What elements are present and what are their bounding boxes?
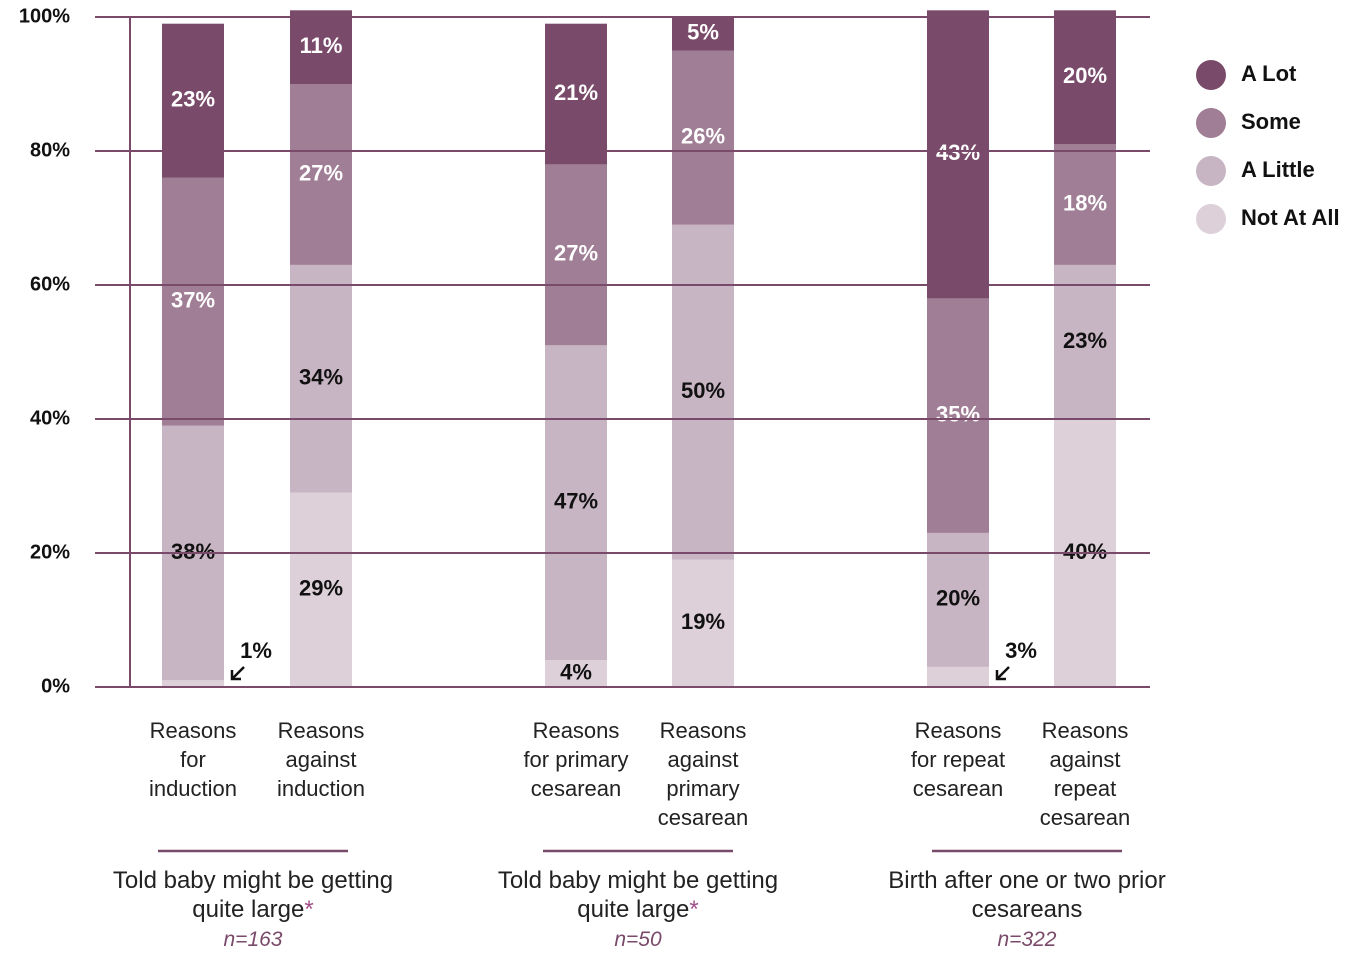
data-label: 29% (299, 576, 343, 601)
data-label: 18% (1063, 190, 1107, 215)
data-label: 23% (171, 87, 215, 112)
y-tick-label: 80% (30, 139, 70, 161)
group-note: * (689, 896, 699, 923)
data-label: 3% (1005, 638, 1037, 663)
legend-swatch (1196, 156, 1226, 186)
data-label: 40% (1063, 539, 1107, 564)
data-label: 26% (681, 123, 725, 148)
y-tick-label: 40% (30, 407, 70, 429)
label-arrow (231, 666, 245, 680)
y-tick-label: 20% (30, 541, 70, 563)
legend-label: A Little (1241, 157, 1315, 182)
bar-segment (545, 345, 607, 661)
group-label-text: Told baby might be getting quite large (497, 867, 779, 923)
x-tick-label: Reasons against repeat cesarean (1039, 718, 1131, 830)
x-tick-label: Reasons for primary cesarean (523, 718, 629, 801)
data-label: 38% (171, 539, 215, 564)
legend-label: Some (1241, 109, 1301, 134)
data-label: 4% (560, 659, 592, 684)
data-label: 21% (554, 80, 598, 105)
group-label: Birth after one or two prior cesareans (877, 866, 1177, 924)
y-tick-label: 0% (41, 675, 70, 697)
bar-segment (545, 164, 607, 346)
data-label: 27% (299, 160, 343, 185)
bar-segment (672, 50, 734, 225)
bar-segment (927, 298, 989, 533)
data-label: 19% (681, 609, 725, 634)
x-tick-label: Reasons against induction (276, 718, 366, 801)
legend-label: A Lot (1241, 61, 1297, 86)
bar-segment (672, 559, 734, 687)
bar-segment (545, 23, 607, 165)
x-tick-label: Reasons for repeat cesarean (910, 718, 1006, 801)
bar-segment (1054, 264, 1116, 419)
data-label: 23% (1063, 328, 1107, 353)
bar-segment (290, 10, 352, 84)
bar-segment (545, 660, 607, 687)
data-label: 35% (936, 401, 980, 426)
x-tick-label: Reasons against primary cesarean (657, 718, 749, 830)
data-label: 43% (936, 140, 980, 165)
data-label: 47% (554, 489, 598, 514)
bar-segment (927, 666, 989, 687)
data-label: 37% (171, 288, 215, 313)
y-tick-label: 100% (19, 5, 70, 27)
group-label-text: Birth after one or two prior cesareans (888, 867, 1166, 923)
label-arrowhead (995, 670, 1006, 681)
legend-label: Not At All (1241, 205, 1340, 230)
group-label: Told baby might be getting quite large* (103, 866, 403, 924)
legend-swatch (1196, 60, 1226, 90)
data-label: 20% (1063, 63, 1107, 88)
x-tick-label: Reasons for induction (148, 718, 238, 801)
data-label: 11% (300, 33, 343, 58)
bar-segment (1054, 10, 1116, 145)
data-label: 27% (554, 241, 598, 266)
bar-segment (290, 264, 352, 493)
bar-segment (290, 492, 352, 687)
group-n: n=163 (223, 928, 283, 951)
bar-segment (290, 84, 352, 265)
data-label: 1% (240, 638, 272, 663)
bar-segment (672, 224, 734, 560)
bar-segment (162, 680, 224, 687)
legend-swatch (1196, 204, 1226, 234)
group-n: n=322 (997, 928, 1057, 951)
bar-segment (162, 23, 224, 178)
data-label: 5% (687, 20, 719, 45)
data-label: 20% (936, 586, 980, 611)
bar-segment (672, 17, 734, 51)
bar-segment (162, 177, 224, 426)
bar-segment (1054, 144, 1116, 265)
label-arrowhead (230, 670, 241, 681)
label-arrow (996, 666, 1010, 680)
legend-swatch (1196, 108, 1226, 138)
data-label: 34% (299, 365, 343, 390)
data-label: 50% (681, 378, 725, 403)
group-label: Told baby might be getting quite large* (488, 866, 788, 924)
group-n: n=50 (614, 928, 662, 951)
group-note: * (304, 896, 314, 923)
bar-segment (927, 532, 989, 667)
bar-segment (927, 10, 989, 299)
y-tick-label: 60% (30, 273, 70, 295)
group-label-text: Told baby might be getting quite large (112, 867, 394, 923)
